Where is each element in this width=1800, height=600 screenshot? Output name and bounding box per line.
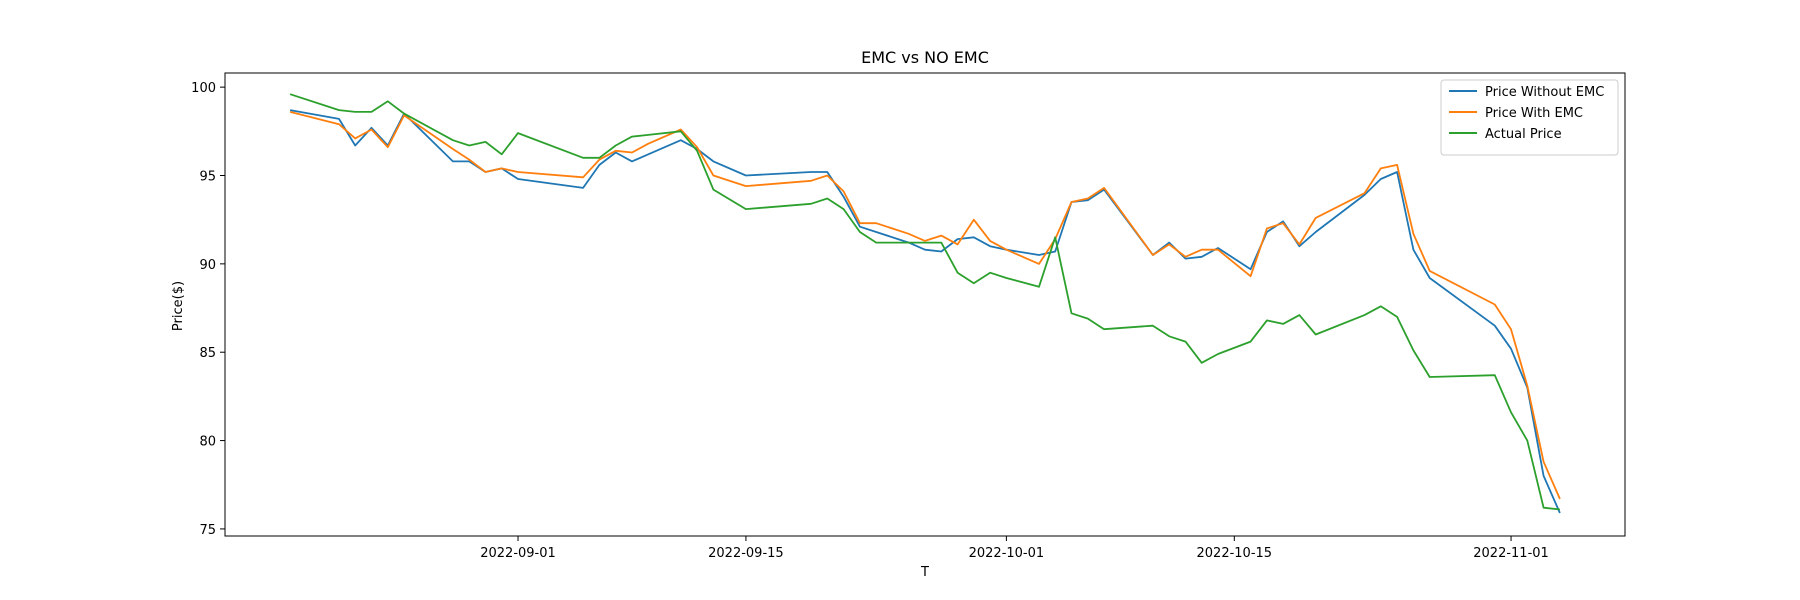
- y-tick-label: 75: [199, 523, 216, 538]
- y-tick-label: 85: [199, 346, 216, 361]
- plot-border: [224, 72, 1626, 537]
- series-lines: [289, 93, 1561, 514]
- x-tick-label: 2022-10-15: [1197, 546, 1273, 561]
- y-tick-label: 80: [199, 435, 216, 450]
- x-tick-label: 2022-11-01: [1473, 546, 1549, 561]
- plot-frame: [224, 72, 1626, 537]
- x-axis: 2022-09-01 2022-09-15 2022-10-01 2022-10-15…: [480, 536, 1549, 561]
- x-tick-label: 2022-09-01: [480, 546, 556, 561]
- y-tick-label: 95: [199, 169, 216, 184]
- legend-label-2: Actual Price: [1485, 127, 1562, 142]
- plot-background: [225, 73, 1625, 536]
- series-line-2: [289, 93, 1560, 511]
- legend-box: [1440, 79, 1619, 156]
- y-tick-label: 90: [199, 258, 216, 273]
- y-tick-label: 100: [191, 81, 216, 96]
- series-line-0: [289, 109, 1561, 514]
- x-tick-label: 2022-10-01: [969, 546, 1045, 561]
- legend-label-1: Price With EMC: [1485, 106, 1583, 121]
- x-tick-label: 2022-09-15: [708, 546, 784, 561]
- series-line-1: [289, 111, 1561, 500]
- chart-title: EMC vs NO EMC: [861, 48, 989, 67]
- legend-label-0: Price Without EMC: [1485, 85, 1604, 100]
- plot-area: [225, 73, 1625, 536]
- y-axis: 75 80 85 90 95 100: [191, 81, 225, 538]
- legend: Price Without EMC Price With EMC Actual Pr…: [1440, 79, 1619, 156]
- x-axis-label: T: [920, 565, 929, 580]
- y-axis-label: Price($): [171, 281, 186, 331]
